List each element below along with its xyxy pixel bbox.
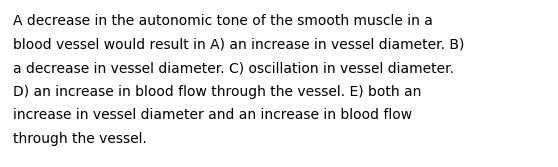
Text: D) an increase in blood flow through the vessel. E) both an: D) an increase in blood flow through the… [13, 85, 421, 99]
Text: A decrease in the autonomic tone of the smooth muscle in a: A decrease in the autonomic tone of the … [13, 14, 433, 28]
Text: increase in vessel diameter and an increase in blood flow: increase in vessel diameter and an incre… [13, 108, 412, 122]
Text: through the vessel.: through the vessel. [13, 131, 147, 145]
Text: a decrease in vessel diameter. C) oscillation in vessel diameter.: a decrease in vessel diameter. C) oscill… [13, 61, 454, 75]
Text: blood vessel would result in A) an increase in vessel diameter. B): blood vessel would result in A) an incre… [13, 38, 464, 51]
